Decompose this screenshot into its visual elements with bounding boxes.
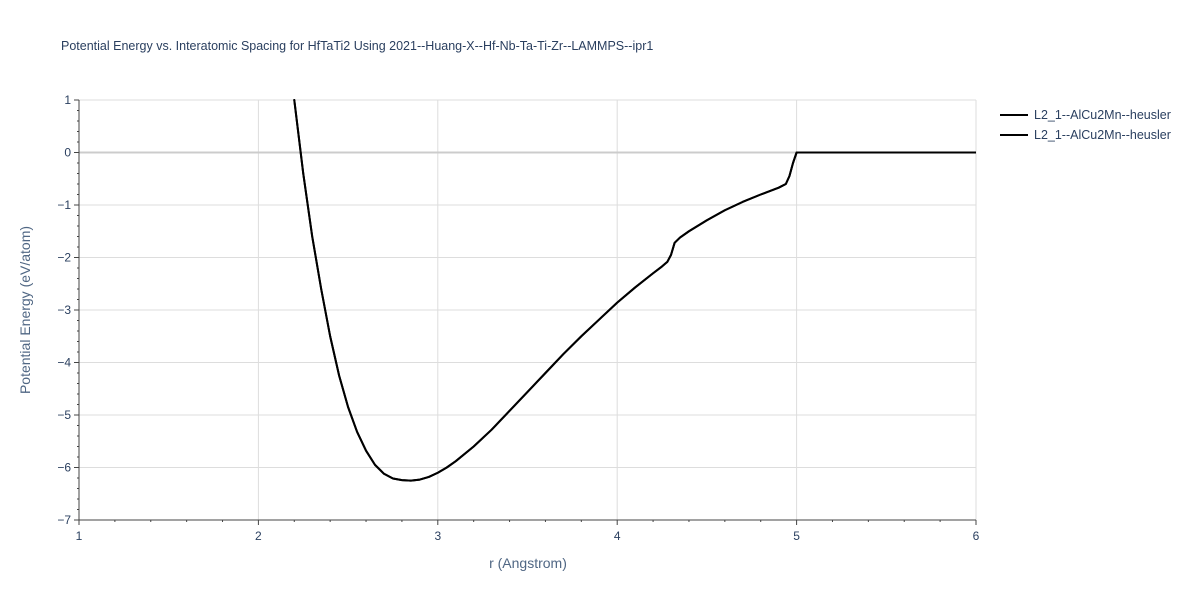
legend[interactable]: L2_1--AlCu2Mn--heusler L2_1--AlCu2Mn--heu… [1000,108,1171,142]
y-tick-label: −7 [57,513,71,527]
y-tick-label: −6 [57,461,71,475]
y-tick-label: −2 [57,251,71,265]
x-tick-label: 6 [973,529,980,543]
legend-label: L2_1--AlCu2Mn--heusler [1034,128,1171,142]
legend-label: L2_1--AlCu2Mn--heusler [1034,108,1171,122]
series-lines [293,99,976,482]
y-tick-label: 0 [64,146,71,160]
x-tick-label: 3 [434,529,441,543]
y-tick-label: −5 [57,408,71,422]
x-tick-label: 5 [793,529,800,543]
y-tick-label: 1 [64,93,71,107]
legend-item[interactable]: L2_1--AlCu2Mn--heusler [1000,128,1171,142]
x-tick-label: 4 [614,529,621,543]
chart-title: Potential Energy vs. Interatomic Spacing… [61,39,653,53]
y-axis-ticks: 1 0 −1 −2 −3 −4 −5 −6 −7 [57,93,79,527]
x-axis-title: r (Angstrom) [489,555,567,571]
legend-item[interactable]: L2_1--AlCu2Mn--heusler [1000,108,1171,122]
y-tick-label: −1 [57,198,71,212]
y-axis-title: Potential Energy (eV/atom) [17,226,33,394]
x-tick-label: 1 [76,529,83,543]
series-line [293,99,976,482]
series-line [293,99,976,482]
y-tick-label: −3 [57,303,71,317]
gridlines [79,99,977,520]
y-tick-label: −4 [57,356,71,370]
x-tick-label: 2 [255,529,262,543]
x-axis-ticks: 1 2 3 4 5 6 [76,520,980,543]
